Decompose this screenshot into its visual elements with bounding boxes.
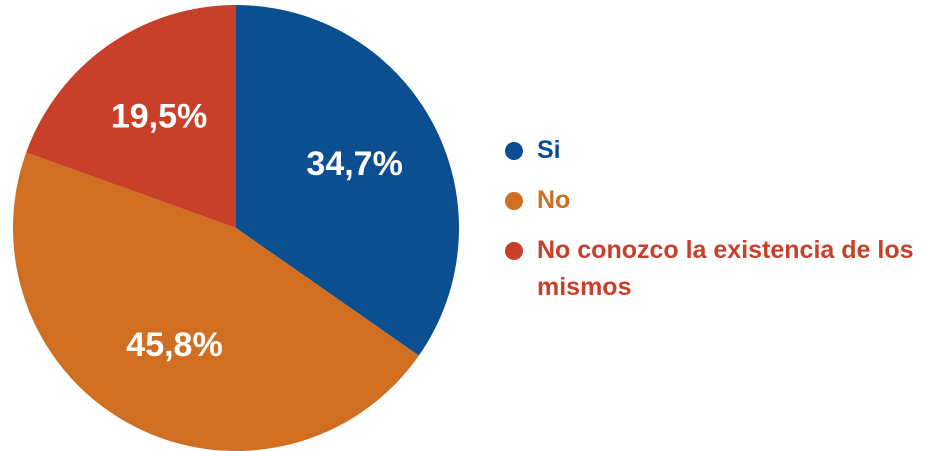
slice-label: 19,5% bbox=[111, 98, 207, 136]
pie-slice bbox=[13, 152, 419, 451]
legend-marker bbox=[505, 192, 523, 210]
pie-slice bbox=[26, 5, 236, 228]
legend-marker bbox=[505, 142, 523, 160]
legend: Si No No conozco la existencia de los mism… bbox=[505, 132, 920, 319]
pie-slice bbox=[236, 5, 460, 356]
chart: 34,7% 45,8% 19,5% bbox=[13, 5, 460, 451]
legend-item: No bbox=[505, 182, 920, 219]
legend-marker bbox=[505, 242, 523, 260]
legend-label: No bbox=[537, 186, 571, 214]
legend-item: No conozco la existencia de los mismos bbox=[505, 232, 920, 306]
legend-item: Si bbox=[505, 132, 920, 169]
legend-label: No conozco la existencia de los mismos bbox=[537, 236, 914, 301]
slice-label: 34,7% bbox=[306, 145, 402, 183]
slice-label: 45,8% bbox=[126, 326, 222, 364]
legend-label: Si bbox=[537, 136, 561, 164]
